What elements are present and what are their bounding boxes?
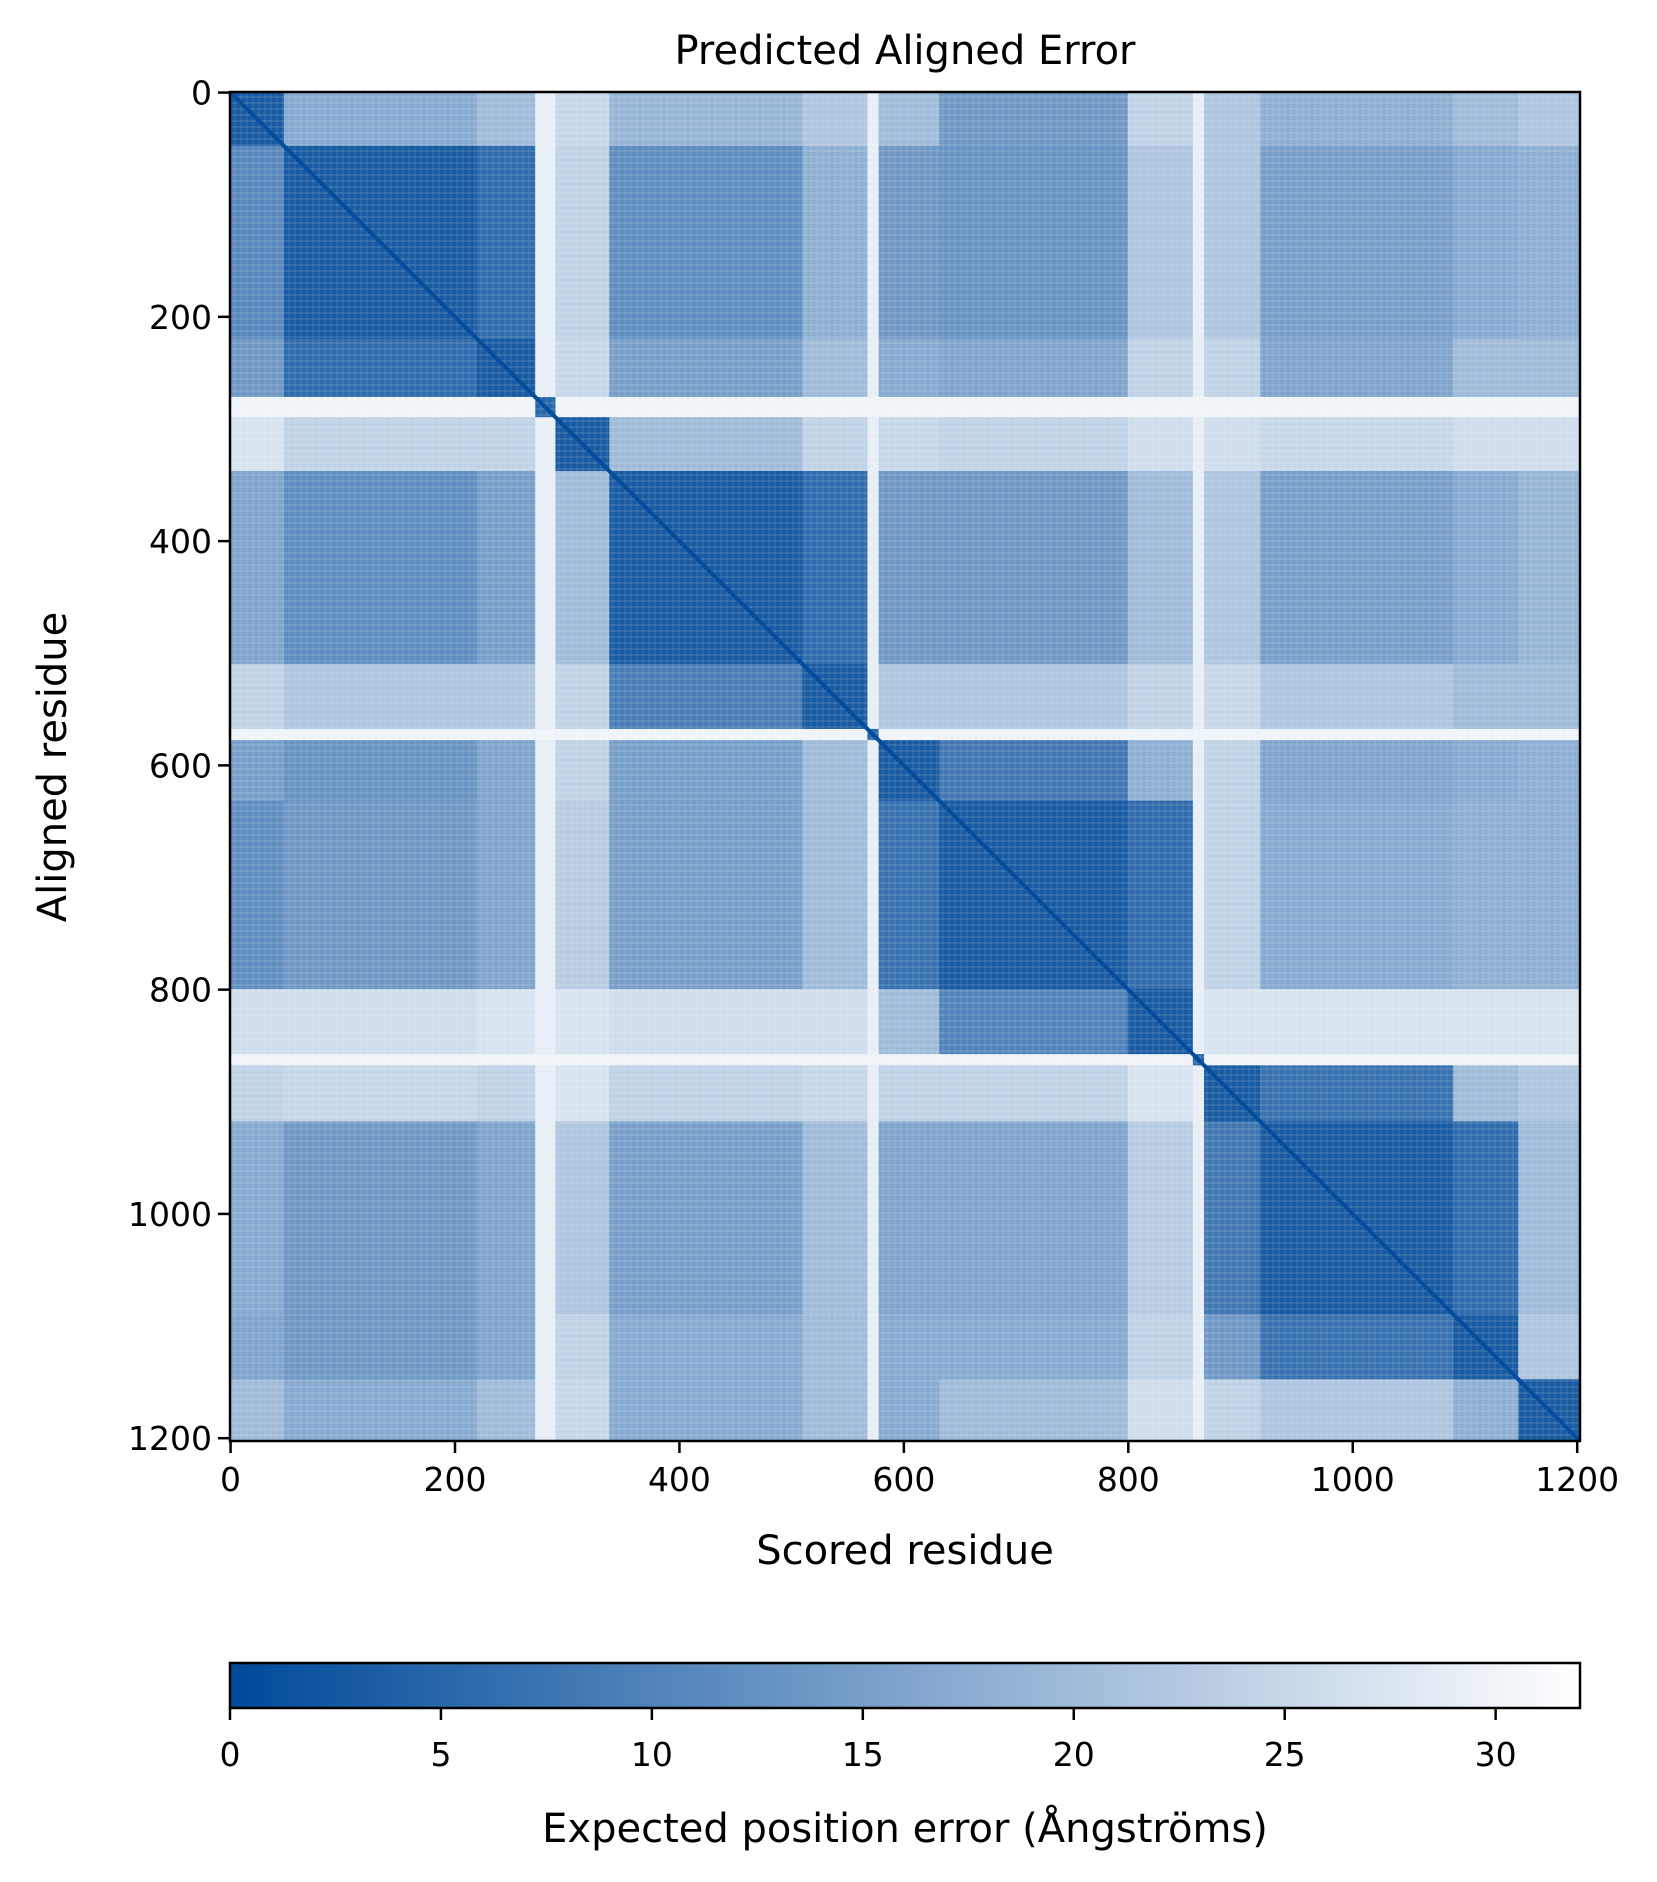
x-tick-label: 1200: [1535, 1460, 1619, 1499]
x-tick-label: 600: [872, 1460, 935, 1499]
colorbar-tick-label: 15: [842, 1735, 884, 1774]
y-axis-ticks: 0 200 400 600 800 1000 1200: [128, 74, 230, 1458]
x-tick-label: 400: [648, 1460, 711, 1499]
y-axis-label: Aligned residue: [30, 612, 76, 923]
colorbar-tick-label: 20: [1053, 1735, 1095, 1774]
y-tick-label: 1000: [128, 1195, 212, 1234]
colorbar-tick-label: 30: [1475, 1735, 1517, 1774]
colorbar: [228, 1661, 1582, 1710]
y-tick-label: 0: [191, 74, 212, 113]
y-tick-label: 600: [149, 746, 212, 785]
y-tick-label: 800: [149, 971, 212, 1010]
y-tick-label: 400: [149, 522, 212, 561]
heatmap-diagonal: [228, 90, 1582, 1443]
x-tick-label: 200: [424, 1460, 487, 1499]
x-tick-label: 800: [1097, 1460, 1160, 1499]
chart-title: Predicted Aligned Error: [674, 28, 1136, 74]
x-axis-ticks: 0 200 400 600 800 1000 1200: [220, 1441, 1619, 1499]
colorbar-tick-label: 25: [1264, 1735, 1306, 1774]
x-tick-label: 0: [220, 1460, 241, 1499]
colorbar-tick-label: 0: [220, 1735, 241, 1774]
y-tick-label: 200: [149, 298, 212, 337]
colorbar-tick-label: 5: [430, 1735, 451, 1774]
y-tick-label: 1200: [128, 1419, 212, 1458]
x-tick-label: 1000: [1311, 1460, 1395, 1499]
x-axis-label: Scored residue: [756, 1528, 1054, 1574]
colorbar-tick-label: 10: [631, 1735, 673, 1774]
colorbar-ticks: 0 5 10 15 20 25 30: [220, 1708, 1517, 1774]
colorbar-label: Expected position error (Ångströms): [542, 1804, 1268, 1852]
